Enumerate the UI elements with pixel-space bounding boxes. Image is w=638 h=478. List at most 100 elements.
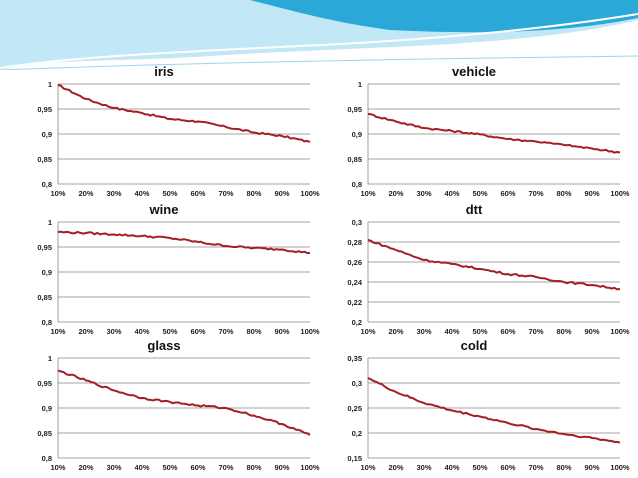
y-tick-label: 0,35: [347, 354, 362, 363]
chart-svg-glass: glass 0,8 0,85 0,9 0,95 1 10% 20% 30% 40% 50% 60% 70…: [37, 338, 320, 472]
chart-cold: cold 0,15 0,2 0,25 0,3 0,35 10% 20% 30% 40% 50% 60%…: [320, 336, 630, 478]
x-tick-label: 20%: [388, 189, 403, 198]
y-tick-label: 0,15: [347, 454, 362, 463]
y-tick-label: 0,8: [352, 180, 362, 189]
x-tick-label: 90%: [274, 327, 289, 336]
y-tick-label: 0,85: [347, 155, 362, 164]
x-tick-label: 40%: [134, 463, 149, 472]
x-tick-label: 80%: [246, 463, 261, 472]
y-tick-label: 0,95: [37, 379, 52, 388]
x-tick-label: 90%: [584, 327, 599, 336]
y-tick-label: 0,8: [42, 454, 52, 463]
x-tick-label: 10%: [50, 189, 65, 198]
y-tick-label: 0,25: [347, 404, 362, 413]
x-tick-label: 70%: [218, 327, 233, 336]
chart-wine: wine 0,8 0,85 0,9 0,95 1 10% 20% 30% 40% 50% 60% 70%…: [10, 200, 320, 342]
chart-svg-cold: cold 0,15 0,2 0,25 0,3 0,35 10% 20% 30% 40% 50% 60%…: [347, 338, 630, 472]
x-tick-label: 10%: [360, 189, 375, 198]
y-tick-label: 0,3: [352, 379, 362, 388]
x-tick-label: 90%: [584, 189, 599, 198]
x-tick-label: 20%: [388, 327, 403, 336]
chart-title: cold: [461, 338, 488, 353]
chart-dtt: dtt 0,2 0,22 0,24 0,26 0,28 0,3 10% 20% 30% 40% 50%…: [320, 200, 630, 342]
x-tick-label: 20%: [78, 189, 93, 198]
x-tick-label: 70%: [218, 463, 233, 472]
y-tick-label: 0,28: [347, 238, 362, 247]
x-tick-label: 70%: [528, 327, 543, 336]
x-tick-label: 30%: [416, 327, 431, 336]
x-tick-label: 10%: [360, 327, 375, 336]
x-tick-label: 70%: [218, 189, 233, 198]
x-tick-label: 50%: [162, 463, 177, 472]
x-tick-label: 20%: [78, 463, 93, 472]
wave-dark-band: [250, 0, 638, 33]
y-tick-label: 0,22: [347, 298, 362, 307]
x-tick-label: 100%: [610, 327, 630, 336]
series-line: [57, 84, 311, 143]
y-tick-label: 0,2: [352, 429, 362, 438]
y-tick-label: 0,24: [347, 278, 362, 287]
x-tick-label: 40%: [134, 189, 149, 198]
x-tick-label: 90%: [584, 463, 599, 472]
x-tick-label: 60%: [500, 189, 515, 198]
series-line: [367, 113, 621, 154]
x-tick-label: 70%: [528, 189, 543, 198]
chart-svg-iris: iris 0,8 0,85 0,9 0,95 1 10% 20% 30% 40% 50% 60% 70%…: [37, 64, 320, 198]
y-tick-label: 0,2: [352, 318, 362, 327]
y-tick-label: 0,26: [347, 258, 362, 267]
y-tick-label: 0,95: [37, 105, 52, 114]
x-tick-label: 30%: [106, 327, 121, 336]
chart-svg-vehicle: vehicle 0,8 0,85 0,9 0,95 1 10% 20% 30% 40% 50% 60%…: [347, 64, 630, 198]
x-tick-label: 10%: [50, 463, 65, 472]
chart-title: dtt: [466, 202, 483, 217]
x-tick-label: 60%: [190, 327, 205, 336]
wave-bottom-rule: [0, 55, 638, 70]
x-tick-label: 50%: [472, 327, 487, 336]
chart-title: iris: [154, 64, 174, 79]
x-tick-label: 30%: [106, 189, 121, 198]
y-tick-label: 0,85: [37, 429, 52, 438]
x-tick-label: 80%: [246, 327, 261, 336]
series-line: [57, 369, 311, 436]
x-tick-label: 100%: [610, 189, 630, 198]
x-tick-label: 50%: [162, 327, 177, 336]
x-tick-label: 10%: [50, 327, 65, 336]
y-tick-label: 1: [48, 354, 52, 363]
y-tick-label: 0,8: [42, 318, 52, 327]
x-tick-label: 60%: [500, 463, 515, 472]
x-tick-label: 40%: [444, 327, 459, 336]
y-tick-label: 0,85: [37, 293, 52, 302]
chart-glass: glass 0,8 0,85 0,9 0,95 1 10% 20% 30% 40% 50% 60% 70…: [10, 336, 320, 478]
y-tick-label: 0,95: [347, 105, 362, 114]
x-tick-label: 20%: [388, 463, 403, 472]
x-tick-label: 90%: [274, 463, 289, 472]
x-tick-label: 30%: [106, 463, 121, 472]
x-tick-label: 100%: [610, 463, 630, 472]
y-tick-label: 0,85: [37, 155, 52, 164]
y-tick-label: 0,3: [352, 218, 362, 227]
chart-title: vehicle: [452, 64, 496, 79]
y-tick-label: 0,8: [42, 180, 52, 189]
x-tick-label: 100%: [300, 189, 320, 198]
x-tick-label: 40%: [444, 463, 459, 472]
x-tick-label: 10%: [360, 463, 375, 472]
x-tick-label: 20%: [78, 327, 93, 336]
x-tick-label: 40%: [134, 327, 149, 336]
x-tick-label: 100%: [300, 327, 320, 336]
chart-title: wine: [149, 202, 179, 217]
x-tick-label: 30%: [416, 463, 431, 472]
y-tick-label: 0,9: [352, 130, 362, 139]
chart-iris: iris 0,8 0,85 0,9 0,95 1 10% 20% 30% 40% 50% 60% 70%…: [10, 62, 320, 204]
y-tick-label: 1: [48, 218, 52, 227]
x-tick-label: 80%: [556, 327, 571, 336]
chart-title: glass: [147, 338, 180, 353]
chart-svg-wine: wine 0,8 0,85 0,9 0,95 1 10% 20% 30% 40% 50% 60% 70%…: [37, 202, 320, 336]
wave-highlight-line: [0, 13, 638, 69]
x-tick-label: 40%: [444, 189, 459, 198]
y-tick-label: 0,9: [42, 268, 52, 277]
x-tick-label: 50%: [472, 463, 487, 472]
x-tick-label: 30%: [416, 189, 431, 198]
y-tick-label: 1: [48, 80, 52, 89]
y-tick-label: 0,9: [42, 130, 52, 139]
x-tick-label: 50%: [162, 189, 177, 198]
